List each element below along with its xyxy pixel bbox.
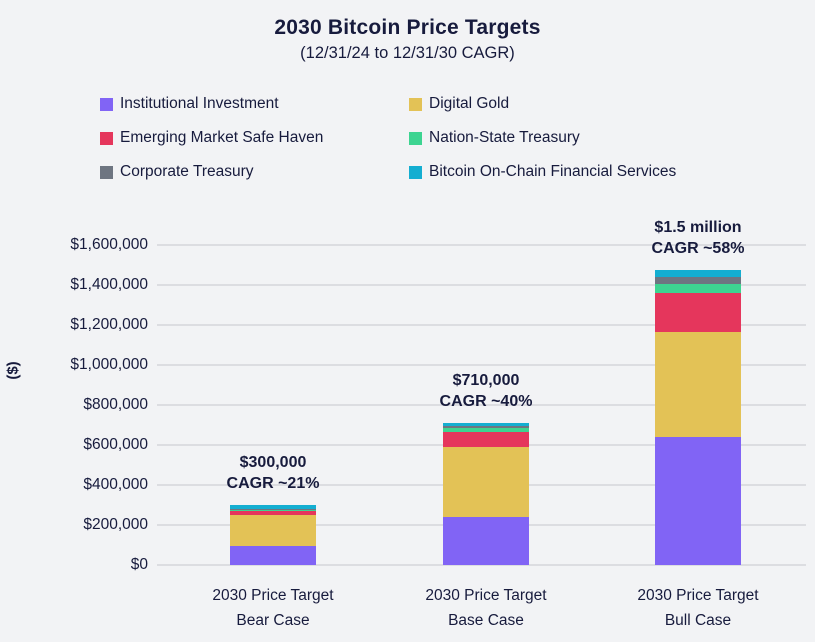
legend-swatch (409, 131, 422, 145)
legend-label: Institutional Investment (120, 95, 279, 112)
x-axis-label-line2: Bear Case (236, 612, 310, 629)
bar-segment-bitcoin-on-chain-financial-services (230, 505, 316, 509)
x-axis-label: 2030 Price Target Bull Case (598, 583, 798, 633)
bar-segment-nation-state-treasury (655, 284, 741, 293)
legend-label: Corporate Treasury (120, 163, 254, 180)
stacked-bar (230, 505, 316, 565)
x-axis-label-line1: 2030 Price Target (637, 587, 759, 604)
chart-title: 2030 Bitcoin Price Targets (274, 16, 541, 39)
legend-item: Institutional Investment (100, 95, 279, 113)
bar-segment-nation-state-treasury (443, 428, 529, 432)
bar-segment-institutional-investment (230, 546, 316, 565)
gridline (157, 324, 806, 326)
bar-annotation-cagr: CAGR ~21% (226, 475, 320, 492)
bar-segment-digital-gold (230, 515, 316, 546)
x-axis-label: 2030 Price Target Base Case (386, 583, 586, 633)
bar-segment-institutional-investment (443, 517, 529, 565)
legend-swatch (100, 131, 113, 145)
bar-annotation: $300,000 CAGR ~21% (178, 452, 368, 494)
y-axis-title: ($) (4, 361, 22, 380)
bar-annotation-value: $710,000 (452, 372, 520, 389)
legend-item: Bitcoin On-Chain Financial Services (409, 163, 676, 181)
y-tick-label: $1,600,000 (70, 236, 148, 253)
bar-segment-emerging-market-safe-haven (230, 511, 316, 515)
x-axis-label-line1: 2030 Price Target (425, 587, 547, 604)
y-tick-label: $0 (130, 556, 148, 573)
y-tick-label: $800,000 (83, 396, 148, 413)
bar-segment-bitcoin-on-chain-financial-services (443, 423, 529, 426)
stacked-bar (655, 270, 741, 565)
legend-item: Digital Gold (409, 95, 509, 113)
bar-annotation: $710,000 CAGR ~40% (391, 370, 581, 412)
legend-item: Emerging Market Safe Haven (100, 129, 323, 147)
legend-item: Corporate Treasury (100, 163, 254, 181)
y-tick-label: $400,000 (83, 476, 148, 493)
y-tick-label: $200,000 (83, 516, 148, 533)
y-tick-label: $600,000 (83, 436, 148, 453)
gridline (157, 284, 806, 286)
bar-annotation-cagr: CAGR ~40% (439, 393, 533, 410)
bar-segment-bitcoin-on-chain-financial-services (655, 270, 741, 277)
y-tick-label: $1,400,000 (70, 276, 148, 293)
bar-segment-corporate-treasury (655, 277, 741, 284)
bar-annotation-value: $1.5 million (654, 219, 742, 236)
x-axis-label: 2030 Price Target Bear Case (173, 583, 373, 633)
legend-swatch (409, 97, 422, 111)
gridline (157, 404, 806, 406)
x-axis-label-line1: 2030 Price Target (212, 587, 334, 604)
legend-swatch (409, 165, 422, 179)
legend-swatch (100, 97, 113, 111)
legend-label: Emerging Market Safe Haven (120, 129, 324, 146)
legend-swatch (100, 165, 113, 179)
bar-annotation: $1.5 million CAGR ~58% (603, 217, 793, 259)
bar-segment-institutional-investment (655, 437, 741, 565)
bar-segment-nation-state-treasury (230, 510, 316, 511)
x-axis-label-line2: Bull Case (664, 612, 732, 629)
x-axis-label-line2: Base Case (448, 612, 524, 629)
chart-subtitle: (12/31/24 to 12/31/30 CAGR) (300, 44, 515, 62)
gridline (157, 564, 806, 566)
bar-segment-corporate-treasury (443, 426, 529, 428)
legend-label: Bitcoin On-Chain Financial Services (429, 163, 677, 180)
legend-item: Nation-State Treasury (409, 129, 580, 147)
bar-segment-digital-gold (443, 447, 529, 517)
bar-annotation-cagr: CAGR ~58% (651, 240, 745, 257)
stacked-bar (443, 423, 529, 565)
legend-label: Digital Gold (429, 95, 510, 112)
bar-segment-emerging-market-safe-haven (443, 432, 529, 447)
y-tick-label: $1,200,000 (70, 316, 148, 333)
bar-annotation-value: $300,000 (239, 454, 307, 471)
bar-segment-emerging-market-safe-haven (655, 293, 741, 332)
gridline (157, 364, 806, 366)
bar-segment-digital-gold (655, 332, 741, 437)
y-tick-label: $1,000,000 (70, 356, 148, 373)
gridline (157, 244, 806, 246)
legend-label: Nation-State Treasury (429, 129, 580, 146)
bar-segment-corporate-treasury (230, 509, 316, 510)
